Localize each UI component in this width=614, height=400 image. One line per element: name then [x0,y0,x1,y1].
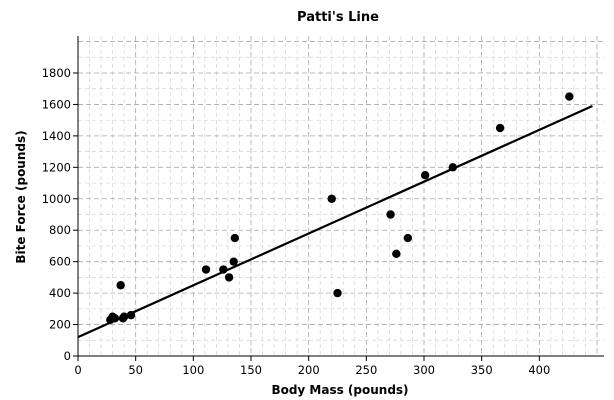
data-point [230,233,240,243]
data-point [495,123,505,133]
chart-title: Patti's Line [297,10,379,25]
data-point [386,210,395,219]
tick-labels: 0 50 100 150 200 250 300 350 400 0 200 400 600 800 100… [42,66,551,377]
y-tick-label: 1400 [42,129,71,143]
y-tick-label: 200 [49,318,71,332]
data-point [224,273,234,282]
y-tick-label: 0 [64,349,71,363]
data-point [119,312,129,321]
fit-line [77,105,593,339]
x-tick-label: 200 [298,363,320,377]
x-tick-label: 150 [240,363,262,377]
y-axis-label: Bite Force (pounds) [14,130,28,263]
data-points [106,92,574,325]
axes [77,36,604,357]
x-tick-label: 50 [128,363,143,377]
x-tick-label: 350 [471,363,493,377]
y-tick-label: 600 [49,255,71,269]
y-tick-label: 800 [49,223,71,237]
data-point [110,314,120,323]
y-tick-label: 400 [49,286,71,300]
data-point [403,233,413,243]
data-point [126,310,136,320]
data-point [116,281,125,290]
y-tick-label: 1000 [42,192,71,206]
grid [78,36,604,356]
x-tick-label: 400 [528,363,550,377]
data-point [448,163,458,172]
fit-line-layer [77,105,593,339]
data-point [327,194,336,203]
y-tick-label: 1200 [42,160,71,174]
data-point [219,265,228,274]
x-tick-label: 0 [74,363,81,377]
y-tick-label: 1600 [42,97,71,111]
data-point [392,249,401,259]
x-axis-label: Body Mass (pounds) [271,383,408,397]
x-tick-label: 250 [355,363,377,377]
y-tick-label: 1800 [42,66,71,80]
data-point [420,170,430,180]
data-point [201,265,211,274]
x-tick-label: 300 [413,363,435,377]
data-point [565,92,574,101]
data-point [333,288,342,298]
x-tick-label: 100 [182,363,204,377]
data-point [229,257,238,266]
